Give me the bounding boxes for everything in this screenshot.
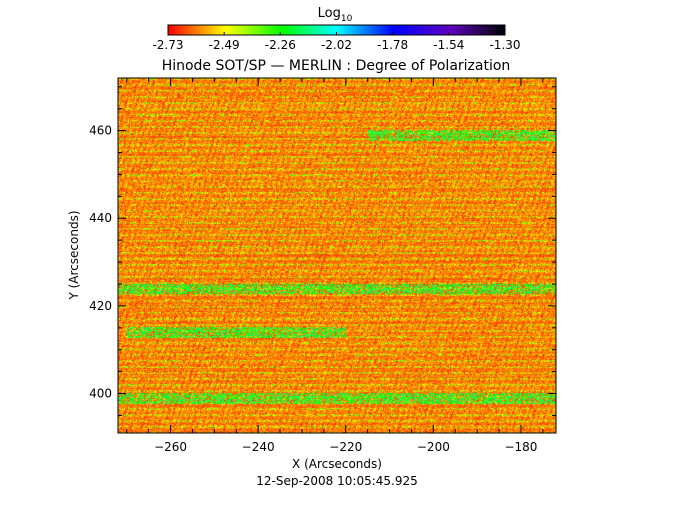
- y-tick-label: 420: [89, 299, 112, 313]
- timestamp-footer: 12-Sep-2008 10:05:45.925: [256, 474, 418, 488]
- x-tick-label: −220: [329, 440, 362, 454]
- polarization-heatmap: [118, 78, 556, 433]
- y-axis: 400 420 440 460: [89, 86, 556, 416]
- colorbar-tick-label: -2.73: [152, 38, 183, 52]
- colorbar-tick-label: -2.49: [209, 38, 240, 52]
- colorbar-tick-label: -1.30: [489, 38, 520, 52]
- x-axis-label: X (Arcseconds): [292, 457, 382, 471]
- y-axis-label: Y (Arcseconds): [67, 210, 81, 300]
- y-tick-label: 400: [89, 387, 112, 401]
- x-tick-label: −200: [417, 440, 450, 454]
- x-tick-label: −240: [242, 440, 275, 454]
- y-tick-label: 460: [89, 124, 112, 138]
- x-tick-label: −260: [154, 440, 187, 454]
- colorbar-tick-label: -2.26: [265, 38, 296, 52]
- colorbar-gradient: [168, 25, 505, 35]
- colorbar-tick-label: -2.02: [321, 38, 352, 52]
- colorbar-tick-label: -1.78: [377, 38, 408, 52]
- chart-title: Hinode SOT/SP — MERLIN : Degree of Polar…: [162, 58, 511, 74]
- y-tick-label: 440: [89, 211, 112, 225]
- colorbar-tick-label: -1.54: [433, 38, 464, 52]
- colorbar-ticks: -2.73 -2.49 -2.26 -2.02 -1.78 -1.54 -1.30: [152, 32, 521, 52]
- colorbar-label: Log10: [318, 6, 353, 24]
- x-axis: −260 −240 −220 −200 −180: [126, 78, 544, 454]
- plot-frame: [117, 77, 557, 434]
- x-tick-label: −180: [504, 440, 537, 454]
